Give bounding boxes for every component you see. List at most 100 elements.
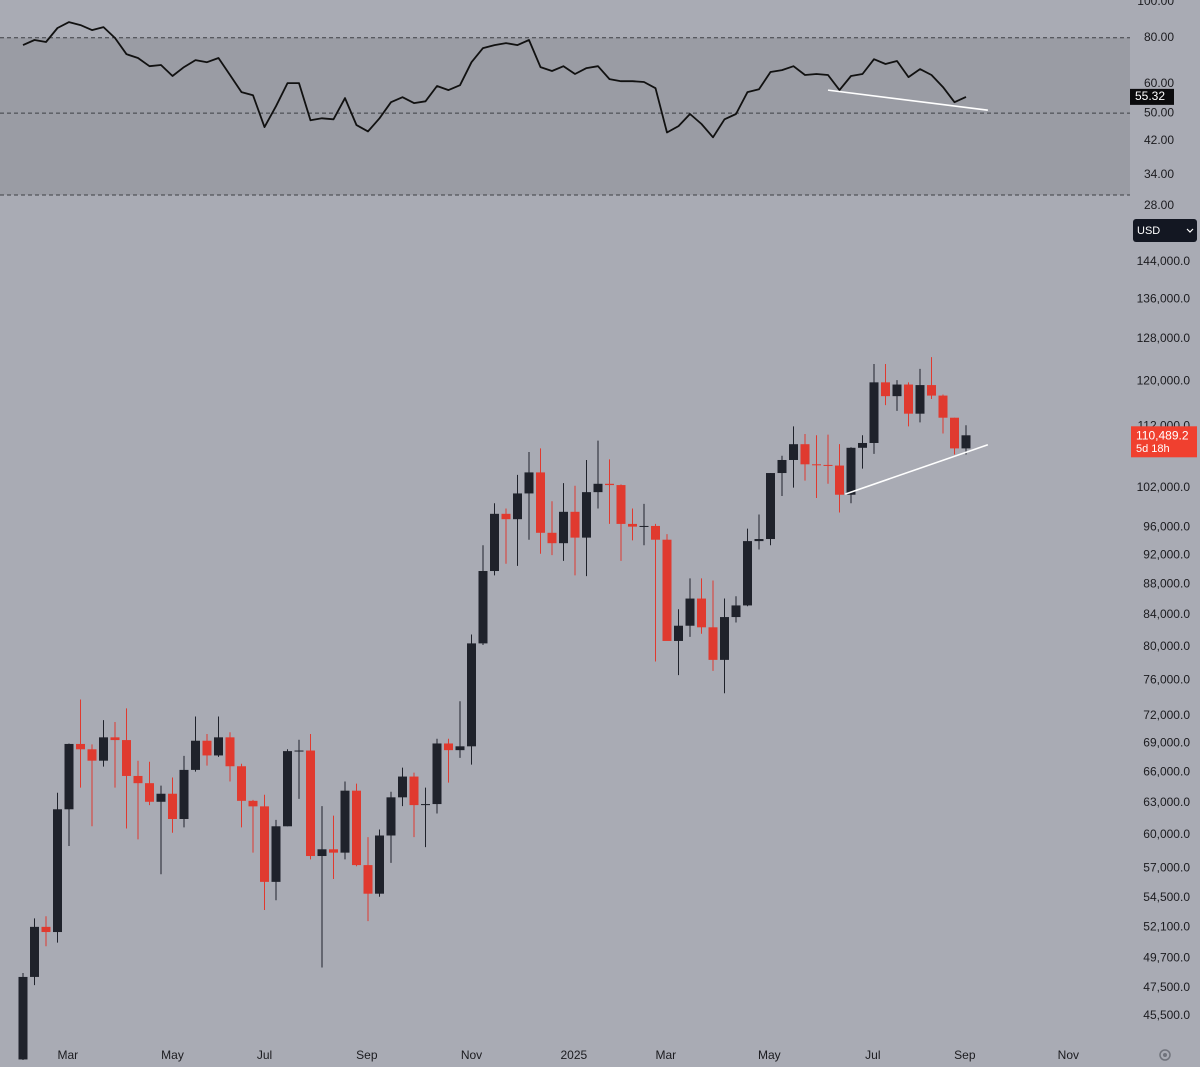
y-tick-label: 34.00 [1144,167,1174,181]
candle-body [697,598,706,628]
candle-body [248,800,258,807]
y-tick-label: 69,000.0 [1143,736,1190,750]
candle-body [524,472,534,494]
candle-body [398,776,407,798]
candle-body [260,806,269,882]
candle-body [283,751,292,827]
y-tick-label: 80,000.0 [1143,639,1190,653]
candle-body [18,976,28,1060]
countdown-label: 5d 18h [1136,443,1170,455]
candle-body [87,749,97,761]
candle-body [352,790,361,866]
candle-body [317,849,327,857]
currency-selector[interactable] [1133,219,1197,242]
candle-body [179,769,189,820]
candle-body [156,793,166,802]
candle-body [444,743,453,751]
y-tick-label: 60.00 [1144,76,1174,90]
candle-body [375,835,384,894]
candle-body [777,459,787,474]
candle-body [467,643,476,747]
candle-body [961,435,971,449]
price-tag [1131,426,1197,458]
y-tick-label: 76,000.0 [1143,672,1190,686]
currency-label: USD [1137,225,1160,237]
candle-body [915,385,925,414]
candle-body [892,384,902,397]
candle-body [455,746,465,751]
x-tick-label: Jul [865,1048,880,1062]
x-tick-label: Nov [1058,1048,1079,1062]
candle-body [846,447,856,495]
candle-body [145,783,154,802]
y-tick-label: 92,000.0 [1143,547,1190,561]
candle-body [202,740,212,756]
y-tick-label: 66,000.0 [1143,765,1190,779]
candle-body [421,804,430,806]
y-tick-label: 88,000.0 [1143,576,1190,590]
x-tick-label: Sep [356,1048,378,1062]
candle-body [99,737,108,761]
value-tag [1130,88,1174,105]
y-tick-label: 80.00 [1144,30,1174,44]
overlay: USD [1133,219,1197,1061]
candle-body [904,384,913,414]
x-tick-label: 2025 [560,1048,587,1062]
candle-body [766,473,775,540]
candle-body [789,444,798,460]
candle-body [743,541,752,606]
y-tick-label: 102,000.0 [1137,480,1191,494]
y-tick-label: 49,700.0 [1143,950,1190,964]
x-tick-label: Nov [461,1048,482,1062]
y-tick-label: 28.00 [1144,198,1174,212]
y-tick-label: 42.00 [1144,133,1174,147]
candle-body [133,775,143,784]
candle-body [191,740,200,770]
y-tick-label: 128,000.0 [1137,331,1191,345]
candle-body [685,598,695,626]
candle-body [708,627,718,660]
rsi-pane: 100.00 80.00 60.00 50.00 42.00 34.00 28.00 55.3… [0,0,1174,212]
candle-body [363,865,373,894]
candle-body [237,766,246,801]
candle-body [881,382,890,397]
candle-body [294,750,304,752]
candle-body [628,523,637,527]
x-tick-label: Sep [954,1048,976,1062]
value-tag-label: 55.32 [1135,89,1165,103]
candle-body [938,395,948,418]
price-tag-label: 110,489.2 [1136,428,1189,442]
y-tick-label: 136,000.0 [1137,292,1191,306]
candle-body [559,511,568,544]
x-tick-label: Mar [656,1048,677,1062]
candle-body [582,492,591,538]
x-tick-label: Mar [58,1048,79,1062]
candle-body [478,571,488,644]
y-tick-label: 60,000.0 [1143,827,1190,841]
candle-body [950,417,959,449]
candle-body [593,483,603,493]
candle-body [800,444,810,465]
candle-body [432,743,442,805]
candle-body [122,740,131,776]
trendline [844,444,989,495]
trendline [827,89,988,112]
candle-body [306,750,315,857]
y-tick-label: 45,500.0 [1143,1008,1190,1022]
y-tick-label: 57,000.0 [1143,861,1190,875]
candle-body [76,743,85,750]
candle-body [651,525,660,540]
candle-body [536,472,545,533]
y-tick-label: 100.00 [1137,0,1174,8]
candle-body [605,483,614,486]
y-tick-label: 84,000.0 [1143,607,1190,621]
y-tick-label: 63,000.0 [1143,795,1190,809]
y-tick-label: 47,500.0 [1143,980,1190,994]
candle-body [639,525,649,527]
candle-body [731,605,741,618]
y-tick-label: 120,000.0 [1137,373,1191,387]
settings-icon[interactable] [1159,1049,1171,1061]
y-tick-label: 144,000.0 [1137,254,1191,268]
y-tick-label: 72,000.0 [1143,708,1190,722]
